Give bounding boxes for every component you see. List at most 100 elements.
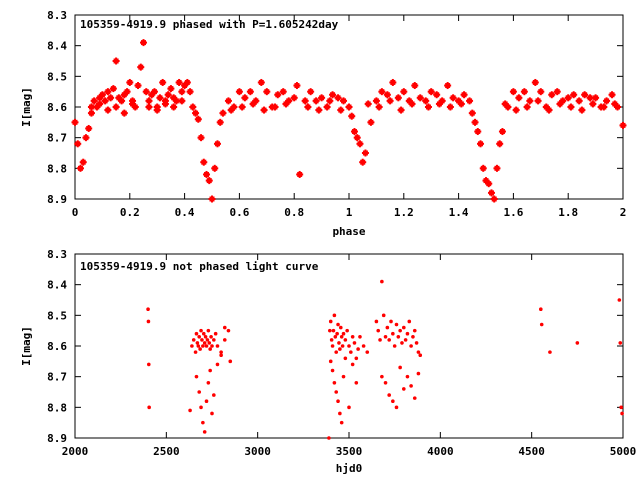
data-point <box>167 85 175 93</box>
data-point <box>290 94 298 102</box>
data-point <box>405 374 410 379</box>
data-point <box>414 341 419 345</box>
data-point <box>213 140 221 148</box>
data-point <box>332 381 337 385</box>
data-point <box>567 103 575 111</box>
data-point <box>112 57 120 65</box>
data-point <box>178 97 186 105</box>
data-point <box>392 344 397 348</box>
data-point <box>315 106 323 114</box>
data-point <box>79 158 87 166</box>
data-point <box>76 164 84 172</box>
data-point <box>348 112 356 120</box>
data-point <box>391 399 395 404</box>
data-point <box>408 100 416 108</box>
data-point <box>195 341 200 345</box>
x-tick-label: 2000 <box>62 445 89 458</box>
y-tick-label: 8.3 <box>47 9 67 22</box>
data-point <box>190 344 194 348</box>
y-tick-label: 8.8 <box>47 401 67 414</box>
data-point <box>338 347 342 351</box>
data-point <box>164 91 172 99</box>
data-point <box>96 94 104 102</box>
data-point <box>196 344 201 348</box>
data-point <box>90 97 98 105</box>
data-point <box>575 97 583 105</box>
y-tick-label: 8.5 <box>47 70 67 83</box>
data-point <box>391 331 395 336</box>
data-point <box>336 399 340 404</box>
data-point <box>424 103 432 111</box>
y-axis-label: I[mag] <box>20 87 33 127</box>
data-point <box>354 381 359 385</box>
data-point <box>350 362 355 367</box>
data-point <box>327 436 331 440</box>
data-point <box>307 88 315 96</box>
data-point <box>201 344 205 348</box>
data-point <box>129 100 137 108</box>
data-point <box>246 88 254 96</box>
data-point <box>400 341 404 345</box>
data-point <box>380 374 384 379</box>
data-point <box>405 331 410 336</box>
data-point <box>493 164 501 172</box>
data-point <box>389 319 393 324</box>
data-point <box>617 298 622 302</box>
data-point <box>581 91 589 99</box>
data-point <box>380 279 384 284</box>
data-point <box>109 85 117 93</box>
data-point <box>198 347 202 351</box>
data-point <box>192 109 200 117</box>
data-point <box>378 88 386 96</box>
data-point <box>341 374 346 379</box>
data-point <box>181 82 189 90</box>
data-point <box>412 328 417 333</box>
data-point <box>203 335 208 339</box>
data-point <box>211 164 219 172</box>
data-point <box>329 91 337 99</box>
data-point <box>350 128 358 136</box>
data-point <box>553 88 561 96</box>
data-point <box>438 97 446 105</box>
data-point <box>145 97 153 105</box>
x-axis-label: phase <box>332 225 365 238</box>
data-point <box>504 103 512 111</box>
data-point <box>398 328 402 333</box>
data-point <box>197 390 202 394</box>
data-point <box>334 94 342 102</box>
data-point <box>194 115 202 123</box>
data-point <box>427 88 435 96</box>
data-point <box>345 328 349 333</box>
data-point <box>227 106 235 114</box>
data-point <box>490 195 498 203</box>
data-point <box>350 335 355 339</box>
x-tick-label: 1 <box>346 206 353 219</box>
data-point <box>161 100 169 108</box>
x-tick-label: 2500 <box>153 445 180 458</box>
data-point <box>194 374 199 379</box>
data-point <box>537 88 545 96</box>
data-point <box>334 390 339 394</box>
x-tick-label: 3500 <box>336 445 363 458</box>
data-point <box>222 325 227 330</box>
data-point <box>335 331 339 336</box>
data-point <box>200 158 208 166</box>
data-point <box>118 97 126 105</box>
plot-title: 105359-4919.9 phased with P=1.605242day <box>80 18 339 31</box>
data-point <box>619 121 627 129</box>
data-point <box>375 103 383 111</box>
data-points <box>71 39 627 203</box>
data-point <box>126 78 134 86</box>
x-tick-label: 1.4 <box>449 206 469 219</box>
data-point <box>219 350 223 354</box>
data-points <box>146 279 624 440</box>
data-point <box>386 97 394 105</box>
data-point <box>134 82 142 90</box>
data-point <box>145 103 153 111</box>
data-point <box>396 335 401 339</box>
data-point <box>361 344 366 348</box>
data-point <box>159 78 167 86</box>
data-point <box>172 97 180 105</box>
data-point <box>416 371 421 376</box>
data-point <box>329 338 334 342</box>
